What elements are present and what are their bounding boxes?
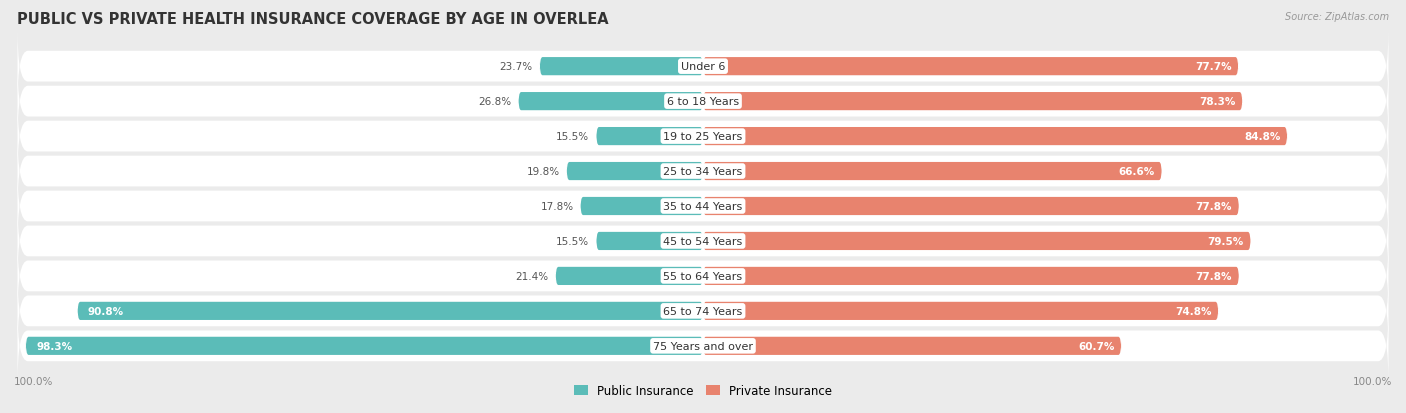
FancyBboxPatch shape bbox=[17, 135, 1389, 209]
Text: 100.0%: 100.0% bbox=[14, 376, 53, 386]
Text: 100.0%: 100.0% bbox=[1353, 376, 1392, 386]
Text: 77.8%: 77.8% bbox=[1195, 202, 1232, 211]
Text: 45 to 54 Years: 45 to 54 Years bbox=[664, 236, 742, 247]
FancyBboxPatch shape bbox=[703, 232, 1251, 250]
FancyBboxPatch shape bbox=[519, 93, 703, 111]
FancyBboxPatch shape bbox=[17, 239, 1389, 313]
FancyBboxPatch shape bbox=[17, 274, 1389, 348]
Text: 84.8%: 84.8% bbox=[1244, 132, 1281, 142]
Text: 77.8%: 77.8% bbox=[1195, 271, 1232, 281]
FancyBboxPatch shape bbox=[703, 128, 1288, 146]
Text: 23.7%: 23.7% bbox=[499, 62, 533, 72]
Text: Source: ZipAtlas.com: Source: ZipAtlas.com bbox=[1285, 12, 1389, 22]
FancyBboxPatch shape bbox=[581, 197, 703, 216]
Text: 19.8%: 19.8% bbox=[527, 166, 560, 177]
FancyBboxPatch shape bbox=[596, 128, 703, 146]
Text: 75 Years and over: 75 Years and over bbox=[652, 341, 754, 351]
Text: 6 to 18 Years: 6 to 18 Years bbox=[666, 97, 740, 107]
Text: 79.5%: 79.5% bbox=[1208, 236, 1244, 247]
Text: 90.8%: 90.8% bbox=[87, 306, 124, 316]
Text: 17.8%: 17.8% bbox=[540, 202, 574, 211]
FancyBboxPatch shape bbox=[567, 163, 703, 181]
Text: PUBLIC VS PRIVATE HEALTH INSURANCE COVERAGE BY AGE IN OVERLEA: PUBLIC VS PRIVATE HEALTH INSURANCE COVER… bbox=[17, 12, 609, 27]
FancyBboxPatch shape bbox=[555, 267, 703, 285]
FancyBboxPatch shape bbox=[703, 93, 1243, 111]
FancyBboxPatch shape bbox=[77, 302, 703, 320]
FancyBboxPatch shape bbox=[703, 302, 1219, 320]
FancyBboxPatch shape bbox=[17, 65, 1389, 139]
FancyBboxPatch shape bbox=[17, 169, 1389, 244]
Text: 98.3%: 98.3% bbox=[37, 341, 72, 351]
FancyBboxPatch shape bbox=[25, 337, 703, 355]
FancyBboxPatch shape bbox=[596, 232, 703, 250]
Text: 21.4%: 21.4% bbox=[516, 271, 548, 281]
Text: 74.8%: 74.8% bbox=[1175, 306, 1212, 316]
FancyBboxPatch shape bbox=[17, 204, 1389, 278]
Text: 25 to 34 Years: 25 to 34 Years bbox=[664, 166, 742, 177]
Text: 35 to 44 Years: 35 to 44 Years bbox=[664, 202, 742, 211]
Text: 77.7%: 77.7% bbox=[1195, 62, 1232, 72]
FancyBboxPatch shape bbox=[703, 267, 1239, 285]
FancyBboxPatch shape bbox=[17, 309, 1389, 383]
Text: 60.7%: 60.7% bbox=[1078, 341, 1115, 351]
FancyBboxPatch shape bbox=[17, 100, 1389, 174]
FancyBboxPatch shape bbox=[703, 58, 1239, 76]
Legend: Public Insurance, Private Insurance: Public Insurance, Private Insurance bbox=[569, 379, 837, 401]
Text: 55 to 64 Years: 55 to 64 Years bbox=[664, 271, 742, 281]
Text: 15.5%: 15.5% bbox=[557, 236, 589, 247]
Text: 78.3%: 78.3% bbox=[1199, 97, 1236, 107]
FancyBboxPatch shape bbox=[703, 197, 1239, 216]
Text: 26.8%: 26.8% bbox=[478, 97, 512, 107]
FancyBboxPatch shape bbox=[540, 58, 703, 76]
Text: 15.5%: 15.5% bbox=[557, 132, 589, 142]
FancyBboxPatch shape bbox=[17, 30, 1389, 104]
Text: 65 to 74 Years: 65 to 74 Years bbox=[664, 306, 742, 316]
Text: Under 6: Under 6 bbox=[681, 62, 725, 72]
FancyBboxPatch shape bbox=[703, 163, 1161, 181]
FancyBboxPatch shape bbox=[703, 337, 1121, 355]
Text: 66.6%: 66.6% bbox=[1119, 166, 1154, 177]
Text: 19 to 25 Years: 19 to 25 Years bbox=[664, 132, 742, 142]
